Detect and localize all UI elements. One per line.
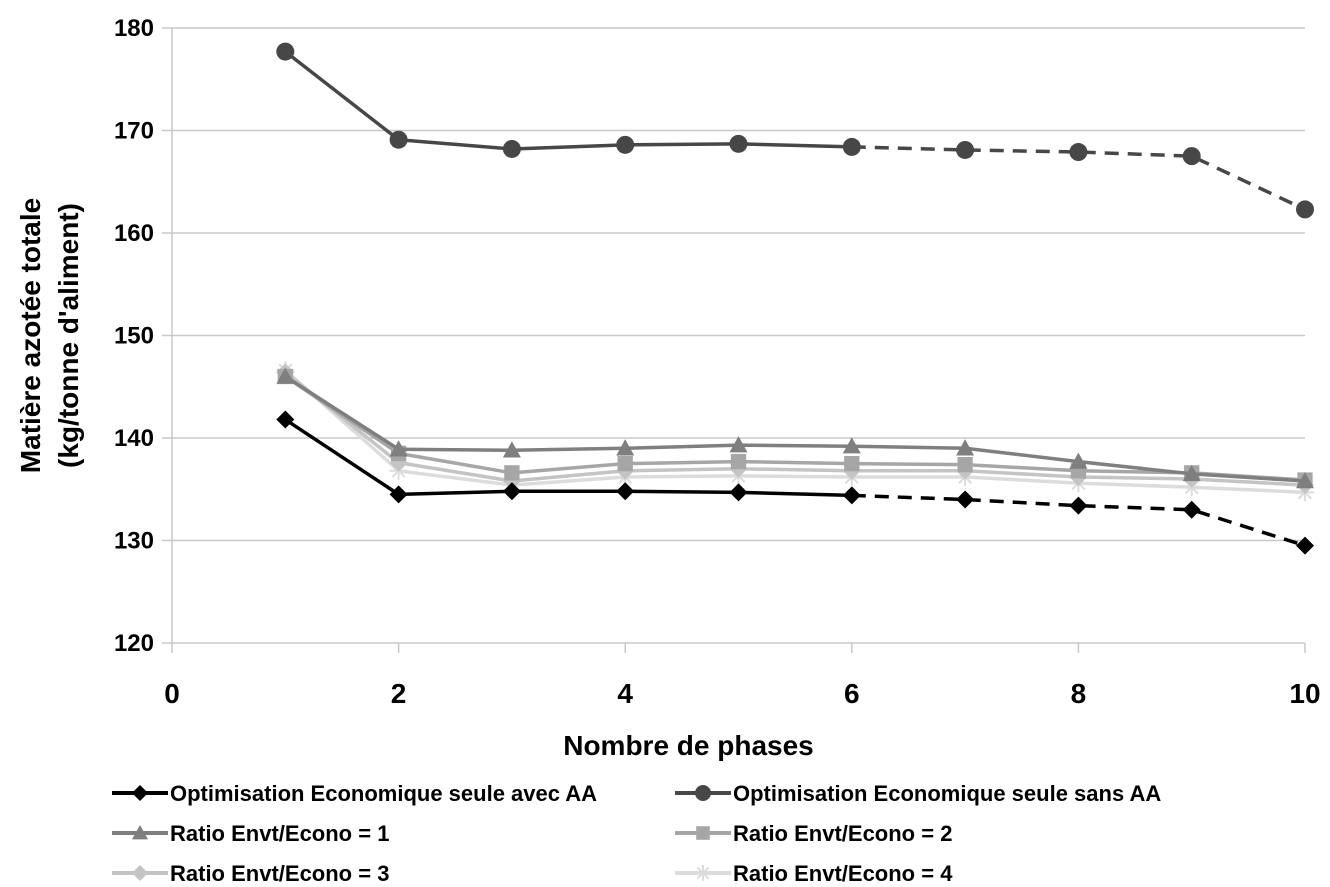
data-point-marker — [1296, 472, 1314, 489]
legend-label: Ratio Envt/Econo = 2 — [733, 821, 952, 846]
x-axis-title: Nombre de phases — [563, 730, 814, 761]
series-line-dashed — [851, 145, 1306, 212]
series-lines — [276, 42, 1314, 555]
legend-item: Ratio Envt/Econo = 2 — [675, 821, 952, 846]
y-tick-label: 170 — [114, 118, 154, 145]
legend-item: Ratio Envt/Econo = 4 — [675, 861, 953, 886]
data-point-marker — [696, 826, 710, 840]
data-point-marker — [132, 785, 148, 801]
data-point-marker — [276, 367, 295, 384]
data-point-marker — [1069, 143, 1088, 162]
x-tick-label: 10 — [1289, 678, 1320, 709]
data-point-marker — [616, 135, 635, 154]
data-point-marker — [616, 439, 635, 456]
data-point-marker — [1069, 452, 1088, 469]
series-1 — [276, 410, 1314, 555]
series-line — [284, 371, 1306, 487]
data-point-marker — [389, 130, 408, 149]
data-point-marker — [729, 134, 748, 153]
series-line — [284, 418, 852, 498]
legend-item: Ratio Envt/Econo = 3 — [112, 861, 389, 886]
series-line — [284, 375, 1306, 483]
data-point-marker — [729, 436, 748, 453]
legend-label: Optimisation Economique seule avec AA — [170, 781, 597, 806]
data-point-marker — [502, 482, 521, 501]
y-axis-title-line-2: (kg/tonne d'aliment) — [53, 203, 84, 468]
x-tick-label: 8 — [1071, 678, 1087, 709]
y-tick-label: 180 — [114, 15, 154, 42]
data-point-marker — [1069, 496, 1088, 515]
tick-labels: 120 130 140 150 160 170 180 0 2 4 6 8 10 — [114, 15, 1321, 709]
data-point-marker — [695, 865, 711, 881]
data-point-marker — [957, 457, 973, 473]
legend-label: Optimisation Economique seule sans AA — [733, 781, 1161, 806]
series-line — [284, 375, 1306, 482]
legend-item: Optimisation Economique seule sans AA — [675, 781, 1161, 806]
y-tick-label: 160 — [114, 220, 154, 247]
series-3 — [276, 367, 1314, 489]
data-point-marker — [389, 485, 408, 504]
data-point-marker — [956, 439, 975, 456]
series-line — [284, 50, 852, 151]
data-point-marker — [276, 42, 295, 61]
x-tick-label: 6 — [844, 678, 860, 709]
y-tick-label: 120 — [114, 630, 154, 657]
data-point-marker — [616, 482, 635, 501]
axis-titles: Nombre de phases Matière azotée totale (… — [15, 198, 814, 761]
series-line — [284, 369, 1306, 495]
data-point-marker — [1182, 147, 1201, 166]
y-axis-title-line-1: Matière azotée totale — [15, 198, 46, 473]
data-point-marker — [729, 483, 748, 502]
legend-item: Ratio Envt/Econo = 1 — [112, 821, 389, 846]
data-point-marker — [956, 490, 975, 509]
data-point-marker — [502, 139, 521, 158]
data-point-marker — [842, 437, 861, 454]
data-point-marker — [1296, 536, 1314, 555]
data-point-marker — [842, 137, 861, 156]
data-point-marker — [504, 465, 520, 481]
series-6 — [276, 361, 1314, 502]
legend-label: Ratio Envt/Econo = 3 — [170, 861, 389, 886]
data-point-marker — [389, 440, 408, 457]
data-point-marker — [502, 441, 521, 458]
data-point-marker — [1182, 464, 1201, 482]
data-point-marker — [276, 410, 295, 429]
data-point-marker — [844, 455, 860, 472]
y-tick-label: 130 — [114, 528, 154, 555]
x-tick-label: 2 — [391, 678, 407, 709]
legend-label: Ratio Envt/Econo = 4 — [733, 861, 953, 886]
data-point-marker — [1296, 200, 1314, 219]
x-tick-label: 4 — [617, 678, 633, 709]
y-tick-label: 140 — [114, 425, 154, 452]
series-line-dashed — [851, 493, 1306, 548]
y-tick-label: 150 — [114, 323, 154, 350]
data-point-marker — [730, 453, 747, 470]
data-point-marker — [132, 825, 148, 840]
series-2 — [276, 42, 1314, 219]
legend: Optimisation Economique seule avec AA Opt… — [112, 781, 1161, 886]
axes — [162, 27, 1306, 653]
data-point-marker — [695, 785, 711, 801]
data-point-marker — [1182, 500, 1201, 519]
legend-item: Optimisation Economique seule avec AA — [112, 781, 597, 806]
data-point-marker — [842, 486, 861, 505]
data-point-marker — [617, 455, 633, 472]
x-tick-label: 0 — [164, 678, 180, 709]
legend-label: Ratio Envt/Econo = 1 — [170, 821, 389, 846]
data-point-marker — [956, 140, 975, 159]
data-point-marker — [132, 865, 148, 881]
